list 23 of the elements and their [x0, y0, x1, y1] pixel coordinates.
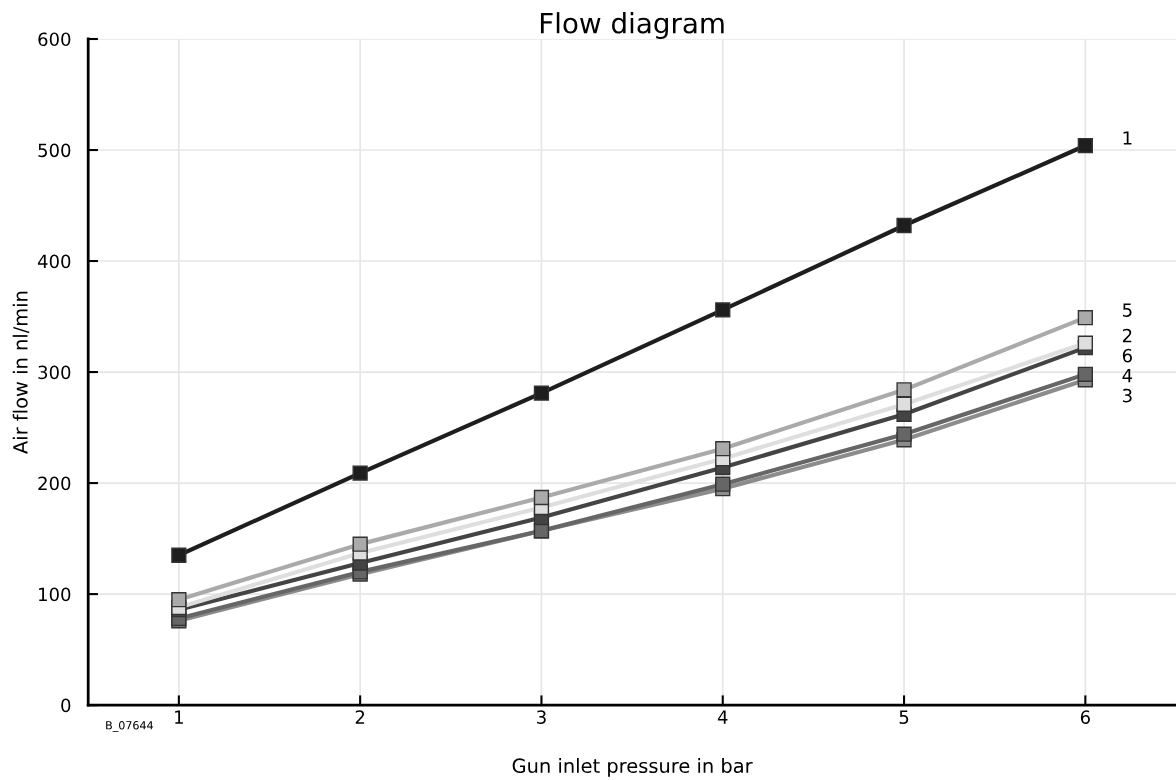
series-label: 4 [1122, 368, 1133, 383]
y-tick-label: 300 [38, 365, 71, 380]
series-label: 5 [1123, 303, 1132, 317]
series-label: 2 [1122, 328, 1132, 343]
x-tick-label: 3 [537, 710, 546, 724]
y-axis-title: Air flow in nl/min [12, 291, 30, 454]
x-tick-label: 1 [175, 710, 183, 724]
x-axis-title: Gun inlet pressure in bar [512, 758, 753, 777]
y-tick-label: 500 [38, 143, 71, 158]
y-tick-label: 0 [61, 698, 71, 713]
x-tick-label: 6 [1080, 710, 1090, 724]
x-tick-label: 2 [355, 710, 365, 724]
x-tick-label: 5 [899, 710, 909, 724]
y-tick-label: 100 [39, 587, 71, 602]
text: B_07644 [106, 721, 153, 732]
x-tick-label: 4 [717, 710, 728, 724]
y-tick-label: 400 [37, 254, 71, 269]
y-tick-label: 600 [38, 32, 71, 47]
series-label: 6 [1122, 348, 1132, 363]
series-label: 3 [1122, 388, 1132, 403]
series-label: 1 [1123, 131, 1132, 145]
chart-title: Flow diagram [540, 12, 724, 39]
y-tick-label: 200 [38, 476, 71, 491]
